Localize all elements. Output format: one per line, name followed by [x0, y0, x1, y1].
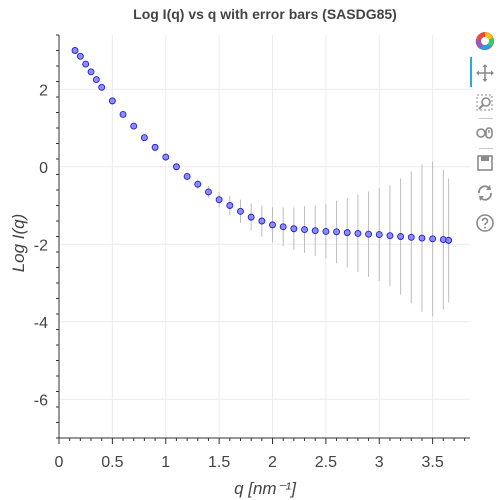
data-point — [258, 217, 266, 225]
data-point — [418, 234, 426, 242]
data-point — [429, 235, 437, 243]
toolbar-separator — [479, 148, 493, 149]
data-point — [226, 202, 234, 209]
data-point — [343, 229, 351, 237]
box-zoom-tool-icon[interactable] — [474, 92, 498, 116]
save-tool-icon[interactable] — [474, 152, 498, 176]
data-point — [87, 68, 95, 76]
data-point — [215, 196, 223, 204]
wheel-zoom-tool-icon[interactable] — [474, 122, 498, 146]
data-point — [205, 188, 212, 196]
data-point — [333, 228, 341, 236]
data-point — [162, 153, 170, 161]
data-point — [82, 60, 90, 68]
data-point — [71, 47, 79, 54]
x-tick-label: 2.5 — [315, 454, 337, 471]
data-point — [445, 236, 453, 244]
data-point — [76, 52, 84, 60]
data-point — [407, 233, 415, 241]
x-tick-label: 3 — [375, 454, 384, 471]
pan-tool-icon[interactable] — [474, 62, 498, 86]
data-point — [365, 230, 373, 238]
data-point — [279, 223, 287, 231]
data-point — [108, 97, 116, 105]
x-tick-label: 0.5 — [101, 454, 123, 471]
axes — [56, 34, 470, 444]
data-point — [290, 225, 298, 233]
x-tick-label: 3.5 — [422, 454, 444, 471]
y-axis-label: Log I(q) — [9, 214, 28, 273]
x-tick-label: 2 — [268, 454, 277, 471]
x-axis-label: q [nm⁻¹] — [234, 479, 297, 498]
chart-title: Log I(q) vs q with error bars (SASDG85) — [133, 6, 397, 22]
data-point — [354, 229, 362, 237]
data-points — [71, 47, 453, 244]
x-tick-label: 1 — [161, 454, 170, 471]
bokeh-logo-icon — [474, 30, 498, 54]
data-point — [247, 213, 255, 221]
y-tick-label: -6 — [34, 392, 48, 409]
data-point — [183, 172, 191, 180]
help-tool-icon[interactable] — [474, 212, 498, 236]
reset-tool-icon[interactable] — [474, 182, 498, 206]
tick-labels: 0 0.5 1 1.5 2 2.5 3 3.5 -6 -4 -2 0 2 — [34, 82, 444, 471]
data-point — [92, 76, 100, 84]
data-point — [386, 232, 394, 240]
y-tick-label: 2 — [39, 82, 48, 99]
data-point — [194, 180, 202, 188]
active-tool-indicator — [470, 57, 472, 87]
data-point — [269, 221, 276, 229]
y-tick-label: -4 — [34, 315, 48, 332]
data-point — [130, 122, 138, 130]
x-tick-label: 1.5 — [208, 454, 230, 471]
data-point — [151, 143, 159, 151]
data-point — [397, 233, 405, 240]
data-point — [322, 228, 330, 235]
data-point — [172, 163, 180, 171]
data-point — [119, 110, 127, 118]
plot-toolbar — [470, 30, 500, 270]
data-point — [237, 207, 244, 215]
data-point — [301, 226, 308, 233]
y-tick-label: 0 — [39, 160, 48, 177]
data-point — [375, 231, 383, 239]
y-tick-label: -2 — [34, 237, 48, 254]
x-tick-label: 0 — [55, 454, 64, 471]
data-point — [140, 134, 148, 142]
toolbar-separator — [479, 118, 493, 119]
data-point — [311, 227, 319, 235]
data-point — [98, 83, 106, 91]
